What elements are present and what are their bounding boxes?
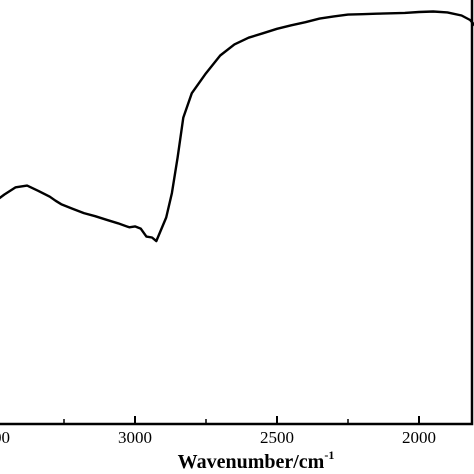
x-tick-label-2000: 2000 xyxy=(402,428,436,447)
x-tick-label-3500: 3500 xyxy=(0,428,10,447)
x-axis-title: Wavenumber/cm-1 xyxy=(178,448,335,473)
x-axis-ticks xyxy=(63,416,420,424)
spectrum-line xyxy=(0,10,474,243)
x-axis-tick-labels: 4000350030002500200015001000 xyxy=(0,428,436,447)
plot-frame xyxy=(0,0,474,426)
x-axis-title-superscript: -1 xyxy=(324,448,334,462)
x-tick-label-3000: 3000 xyxy=(118,428,152,447)
x-tick-label-2500: 2500 xyxy=(260,428,294,447)
x-axis-title-text: Wavenumber/cm xyxy=(178,451,325,473)
